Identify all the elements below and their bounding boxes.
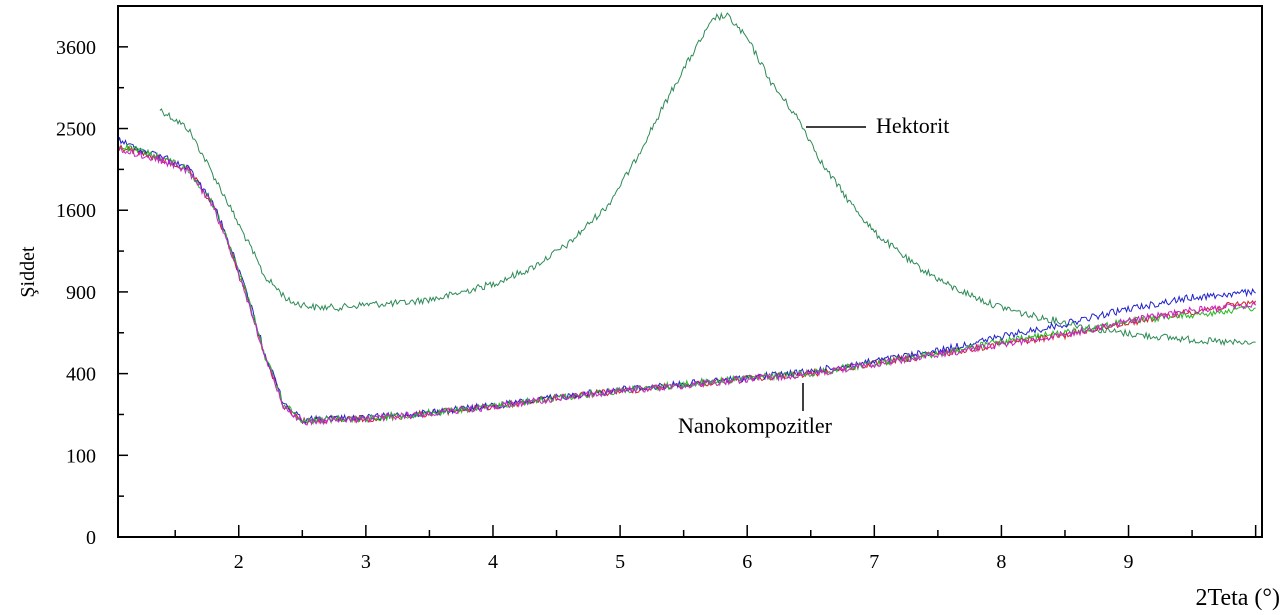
series-line-sample-3 xyxy=(117,144,1256,426)
x-tick-label: 9 xyxy=(1124,551,1134,573)
y-tick-label: 400 xyxy=(66,364,96,386)
y-tick-label: 2500 xyxy=(56,119,96,141)
x-axis-title: 2Teta (°) xyxy=(1195,585,1280,611)
series-line-sample-2 xyxy=(117,137,1256,425)
y-tick-label: 900 xyxy=(66,282,96,304)
plot-frame xyxy=(117,5,1263,538)
x-tick-label: 2 xyxy=(234,551,244,573)
series-lines xyxy=(117,11,1257,426)
series-line-sample-4 xyxy=(117,147,1257,426)
x-tick-label: 6 xyxy=(742,551,752,573)
y-tick-label: 3600 xyxy=(56,37,96,59)
x-tick-label: 8 xyxy=(996,551,1006,573)
y-tick-label: 0 xyxy=(86,527,96,549)
y-tick-label: 1600 xyxy=(56,200,96,222)
annotation-nanokompozitler: Nanokompozitler xyxy=(678,413,833,438)
y-tick-label: 100 xyxy=(66,445,96,467)
series-line-hektorit xyxy=(159,11,1256,347)
x-tick-label: 3 xyxy=(361,551,371,573)
x-axis-ticks: 2 3 4 5 6 7 8 9 xyxy=(174,525,1257,573)
annotation-pointers xyxy=(802,126,866,411)
y-axis-title: Şiddet xyxy=(17,246,39,298)
x-tick-label: 4 xyxy=(488,551,498,573)
y-axis-ticks: 0 100 400 900 1600 2500 3600 xyxy=(56,5,128,549)
annotation-hektorit: Hektorit xyxy=(876,113,949,138)
x-tick-label: 7 xyxy=(869,551,879,573)
x-tick-label: 5 xyxy=(615,551,625,573)
